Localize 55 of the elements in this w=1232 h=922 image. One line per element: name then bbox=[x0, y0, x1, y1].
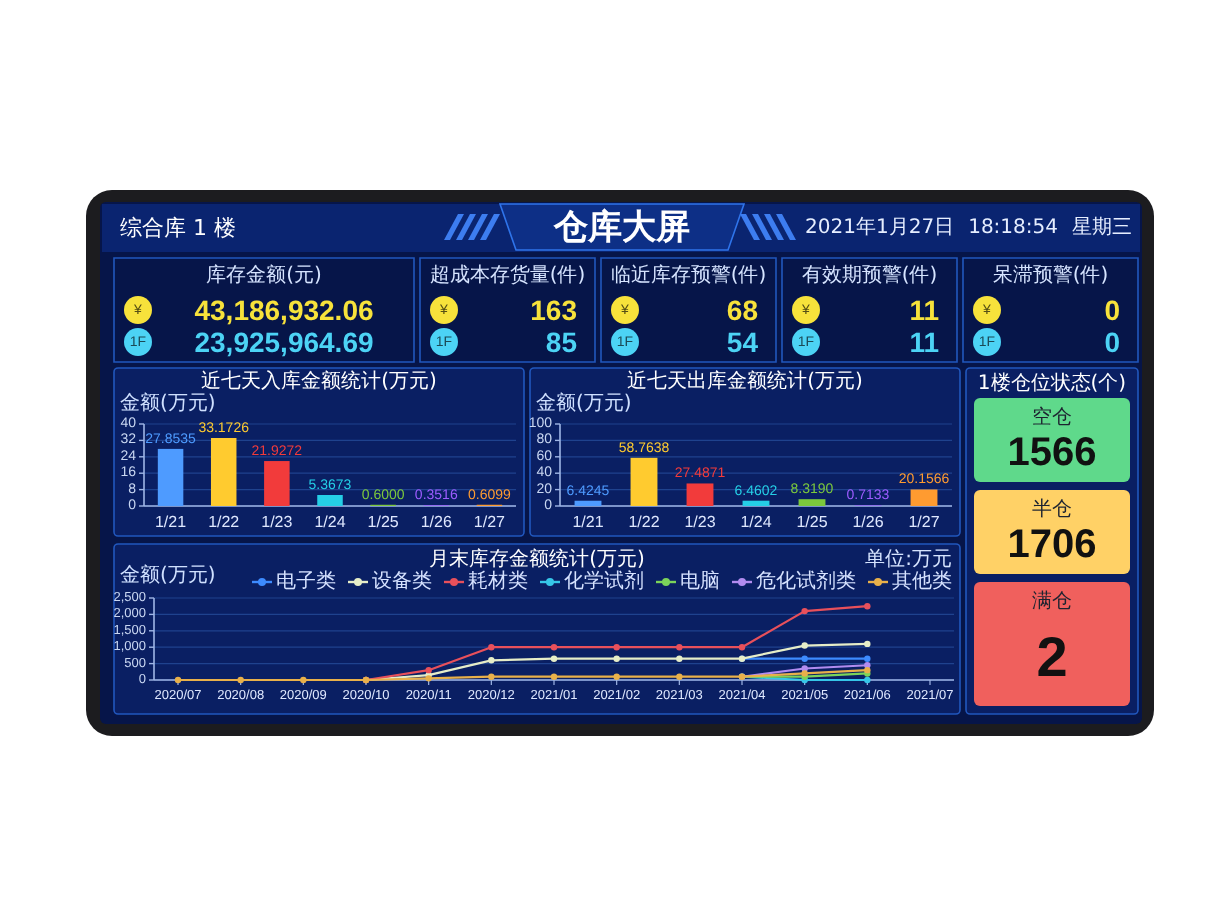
annotation: 单位:万元 bbox=[865, 549, 952, 571]
legend-label: 其他类 bbox=[892, 571, 952, 593]
ylabel: 金额(万元) bbox=[120, 393, 216, 415]
card-heading: 库存金额(元) bbox=[206, 265, 322, 287]
legend-label: 电脑 bbox=[680, 571, 720, 593]
xtick: 1/21 bbox=[155, 513, 187, 531]
value: 0 bbox=[1104, 326, 1120, 358]
xtick: 1/23 bbox=[261, 513, 293, 531]
legend-label: 设备类 bbox=[372, 571, 432, 593]
xtick: 1/24 bbox=[314, 513, 346, 531]
xtick: 1/27 bbox=[908, 513, 940, 531]
ylabel: 金额(万元) bbox=[536, 393, 632, 415]
card-heading: 超成本存货量(件) bbox=[429, 265, 586, 287]
xtick: 1/25 bbox=[367, 513, 399, 531]
annotation: 综合库 1 楼 bbox=[120, 215, 236, 241]
xtick: 1/26 bbox=[852, 513, 884, 531]
value: 163 bbox=[530, 294, 577, 326]
card-heading: 有效期预警(件) bbox=[801, 265, 938, 287]
legend-label: 化学试剂 bbox=[564, 571, 644, 593]
value: 11 bbox=[909, 326, 939, 358]
xtick: 1/24 bbox=[740, 513, 772, 531]
tile-label: 空仓 bbox=[1032, 407, 1072, 429]
xtick: 1/27 bbox=[473, 513, 505, 531]
value: 11 bbox=[909, 294, 939, 326]
xtick: 1/22 bbox=[628, 513, 660, 531]
card-heading: 临近库存预警(件) bbox=[610, 265, 767, 287]
tile-label: 半仓 bbox=[1032, 499, 1072, 521]
value: 0 bbox=[1104, 294, 1120, 326]
value: 1706 bbox=[1007, 523, 1097, 567]
value: 54 bbox=[726, 326, 758, 358]
legend-label: 耗材类 bbox=[468, 571, 528, 593]
ylabel: 金额(万元) bbox=[120, 565, 216, 587]
xtick: 1/23 bbox=[684, 513, 716, 531]
legend-label: 电子类 bbox=[276, 571, 336, 593]
title: 1楼仓位状态(个) bbox=[977, 373, 1127, 395]
value: 68 bbox=[726, 294, 758, 326]
value: 43,186,932.06 bbox=[194, 294, 374, 326]
value: 2 bbox=[1036, 626, 1068, 688]
card-heading: 呆滞预警(件) bbox=[992, 265, 1109, 287]
tile-label: 满仓 bbox=[1032, 591, 1072, 613]
value: 1566 bbox=[1007, 431, 1097, 475]
annotation: 18:18:54 bbox=[968, 217, 1058, 239]
annotation: 星期三 bbox=[1072, 217, 1132, 239]
xtick: 1/26 bbox=[420, 513, 452, 531]
title: 月末库存金额统计(万元) bbox=[429, 549, 645, 571]
xtick: 1/25 bbox=[796, 513, 828, 531]
value: 23,925,964.69 bbox=[194, 326, 374, 358]
title: 近七天入库金额统计(万元) bbox=[201, 371, 437, 393]
value: 85 bbox=[545, 326, 577, 358]
title: 近七天出库金额统计(万元) bbox=[627, 371, 863, 393]
annotation: 2021年1月27日 bbox=[805, 217, 955, 239]
legend-label: 危化试剂类 bbox=[756, 571, 856, 593]
xtick: 1/22 bbox=[208, 513, 240, 531]
xtick: 1/21 bbox=[572, 513, 604, 531]
title: 仓库大屏 bbox=[554, 208, 690, 248]
